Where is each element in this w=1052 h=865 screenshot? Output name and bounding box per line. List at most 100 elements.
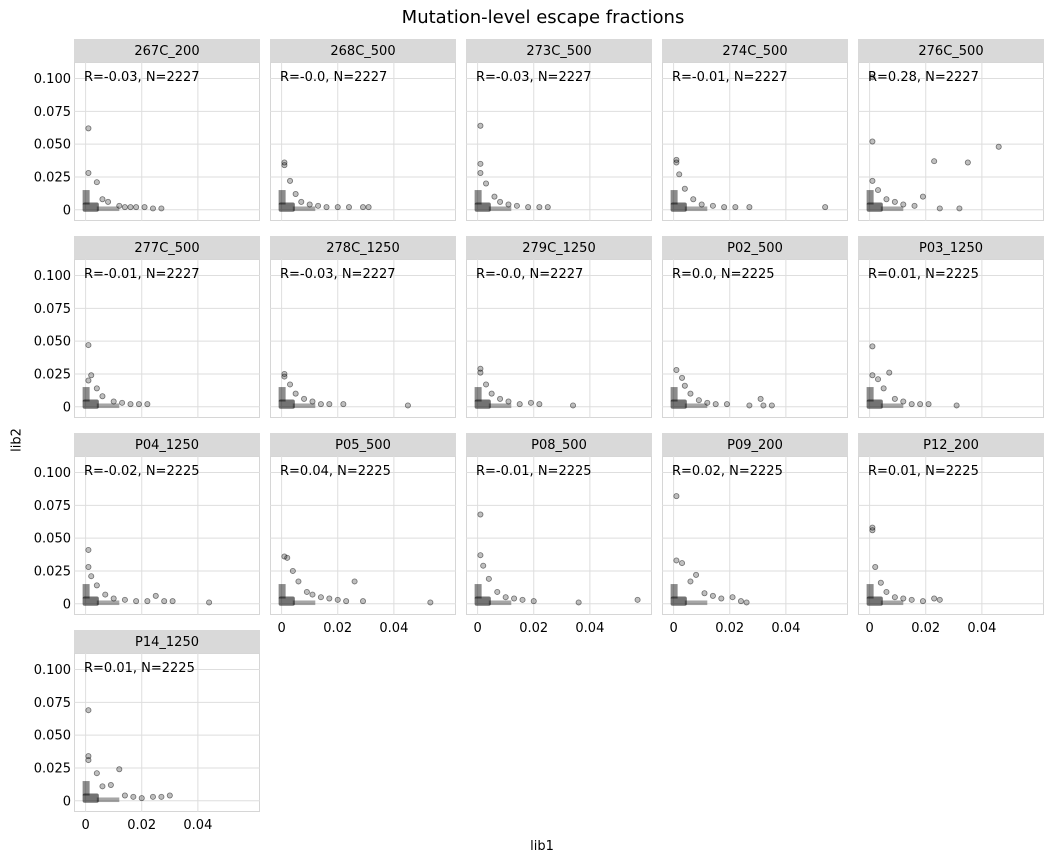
dense-cluster xyxy=(292,206,316,212)
dense-cluster xyxy=(880,403,904,409)
y-tick-label: 0.100 xyxy=(34,466,71,481)
data-point xyxy=(575,599,582,606)
data-point xyxy=(166,792,173,799)
data-point xyxy=(149,205,156,212)
data-point xyxy=(287,177,294,184)
data-point xyxy=(102,591,109,598)
data-point xyxy=(93,179,100,186)
facet-strip xyxy=(74,433,260,456)
data-point xyxy=(169,598,176,605)
data-point xyxy=(427,599,434,606)
facet-annotation: R=-0.01, N=2227 xyxy=(84,267,200,282)
data-point xyxy=(284,554,291,561)
data-point xyxy=(676,171,683,178)
data-point xyxy=(695,397,702,404)
facet-title: P12_200 xyxy=(923,438,979,453)
data-point xyxy=(480,562,487,569)
data-point xyxy=(698,201,705,208)
data-point xyxy=(709,202,716,209)
facet-strip xyxy=(662,433,848,456)
data-point xyxy=(704,399,711,406)
panel-frame xyxy=(74,653,260,812)
data-point xyxy=(729,594,736,601)
facet-strip xyxy=(858,236,1044,259)
data-point xyxy=(687,390,694,397)
data-point xyxy=(85,757,92,764)
data-point xyxy=(883,196,890,203)
data-point xyxy=(110,595,117,602)
facet-title: P14_1250 xyxy=(135,635,199,650)
data-point xyxy=(673,366,680,373)
y-tick-label: 0.100 xyxy=(34,72,71,87)
data-point xyxy=(516,401,523,408)
data-point xyxy=(956,205,963,212)
data-point xyxy=(292,390,299,397)
data-point xyxy=(869,138,876,145)
data-point xyxy=(99,783,106,790)
dense-cluster xyxy=(866,596,883,606)
data-point xyxy=(158,205,165,212)
panel-frame xyxy=(270,456,456,615)
facet-title: 276C_500 xyxy=(918,44,983,59)
data-point xyxy=(693,571,700,578)
facet-strip xyxy=(662,39,848,62)
data-point xyxy=(746,204,753,211)
data-point xyxy=(287,381,294,388)
facet-strip xyxy=(270,236,456,259)
dense-cluster xyxy=(96,797,120,803)
facet-title: 277C_500 xyxy=(134,241,199,256)
dense-cluster xyxy=(684,600,708,606)
data-point xyxy=(135,401,142,408)
facet-strip xyxy=(858,433,1044,456)
data-point xyxy=(900,398,907,405)
facet-annotation: R=-0.01, N=2227 xyxy=(672,70,788,85)
panel-frame xyxy=(74,259,260,418)
x-axis-label: lib1 xyxy=(530,839,554,854)
facet-title: 268C_500 xyxy=(330,44,395,59)
x-tick-label: 0.02 xyxy=(519,621,548,636)
dense-cluster xyxy=(474,584,482,599)
facet-annotation: R=0.04, N=2225 xyxy=(280,464,391,479)
data-point xyxy=(161,598,168,605)
facet-annotation: R=0.01, N=2225 xyxy=(84,661,195,676)
data-point xyxy=(301,395,308,402)
data-point xyxy=(477,552,484,559)
dense-cluster xyxy=(474,387,482,402)
panel-frame xyxy=(858,259,1044,418)
dense-cluster xyxy=(488,403,512,409)
y-tick-label: 0.100 xyxy=(34,269,71,284)
data-point xyxy=(505,201,512,208)
dense-cluster xyxy=(474,596,491,606)
dense-cluster xyxy=(82,399,99,409)
facet-strip xyxy=(858,39,1044,62)
data-point xyxy=(869,74,876,81)
panel-frame xyxy=(662,62,848,221)
data-point xyxy=(891,594,898,601)
data-point xyxy=(206,599,213,606)
data-point xyxy=(281,162,288,169)
dense-cluster xyxy=(278,190,286,205)
y-tick-label: 0 xyxy=(63,597,71,612)
panel-frame xyxy=(74,456,260,615)
data-point xyxy=(119,399,126,406)
x-tick-label: 0.04 xyxy=(183,818,212,833)
data-point xyxy=(121,596,128,603)
data-point xyxy=(536,401,543,408)
data-point xyxy=(340,401,347,408)
data-point xyxy=(85,342,92,349)
data-point xyxy=(110,398,117,405)
dense-cluster xyxy=(82,793,99,803)
data-point xyxy=(936,205,943,212)
y-tick-label: 0.025 xyxy=(34,367,71,382)
dense-cluster xyxy=(684,206,708,212)
facet-strip xyxy=(466,39,652,62)
y-tick-label: 0.050 xyxy=(34,729,71,744)
data-point xyxy=(709,592,716,599)
panel-frame xyxy=(466,62,652,221)
data-point xyxy=(536,204,543,211)
facet-annotation: R=0.01, N=2225 xyxy=(868,267,979,282)
facet-title: P09_200 xyxy=(727,438,783,453)
data-point xyxy=(306,201,313,208)
data-point xyxy=(85,377,92,384)
y-tick-label: 0.025 xyxy=(34,761,71,776)
